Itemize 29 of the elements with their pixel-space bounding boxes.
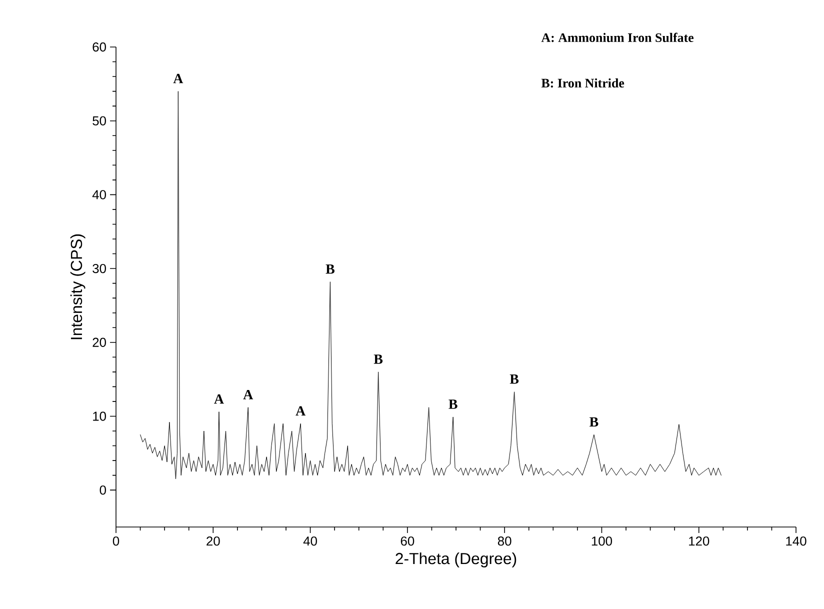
- line-series: [140, 91, 722, 480]
- x-tick-label: 120: [689, 536, 710, 546]
- annotation: B: [374, 354, 383, 364]
- annotation: B: Iron Nitride: [541, 78, 624, 88]
- x-tick-label: 40: [303, 536, 317, 546]
- x-tick-label: 80: [498, 536, 512, 546]
- annotation: B: [326, 264, 334, 274]
- y-axis-title: Intensity (CPS): [70, 234, 86, 340]
- x-tick-label: 100: [592, 536, 612, 546]
- y-tick-label: 0: [100, 485, 106, 495]
- annotation: B: [448, 400, 458, 409]
- x-tick-label: 0: [112, 536, 120, 546]
- annotation: A: [214, 394, 224, 404]
- y-tick-label: 10: [93, 412, 106, 421]
- x-axis-title: 2-Theta (Degree): [396, 552, 516, 568]
- text: A: Ammonium Iron Sulfate: [541, 32, 694, 42]
- annotation: B: [590, 417, 598, 427]
- x-tick-label: 60: [400, 536, 414, 546]
- y-tick-label: 50: [92, 116, 106, 126]
- y-tick-label: 60: [92, 42, 106, 52]
- x-tick-label: 20: [206, 536, 220, 546]
- y-tick-label: 30: [92, 264, 106, 274]
- annotation: A: [296, 406, 306, 416]
- annotation: A: [243, 390, 254, 400]
- y-tick-label: 20: [92, 338, 106, 347]
- annotation: A: [173, 74, 184, 84]
- annotation: B: [510, 374, 519, 384]
- x-tick-label: 140: [786, 536, 806, 546]
- y-tick-label: 40: [92, 190, 106, 200]
